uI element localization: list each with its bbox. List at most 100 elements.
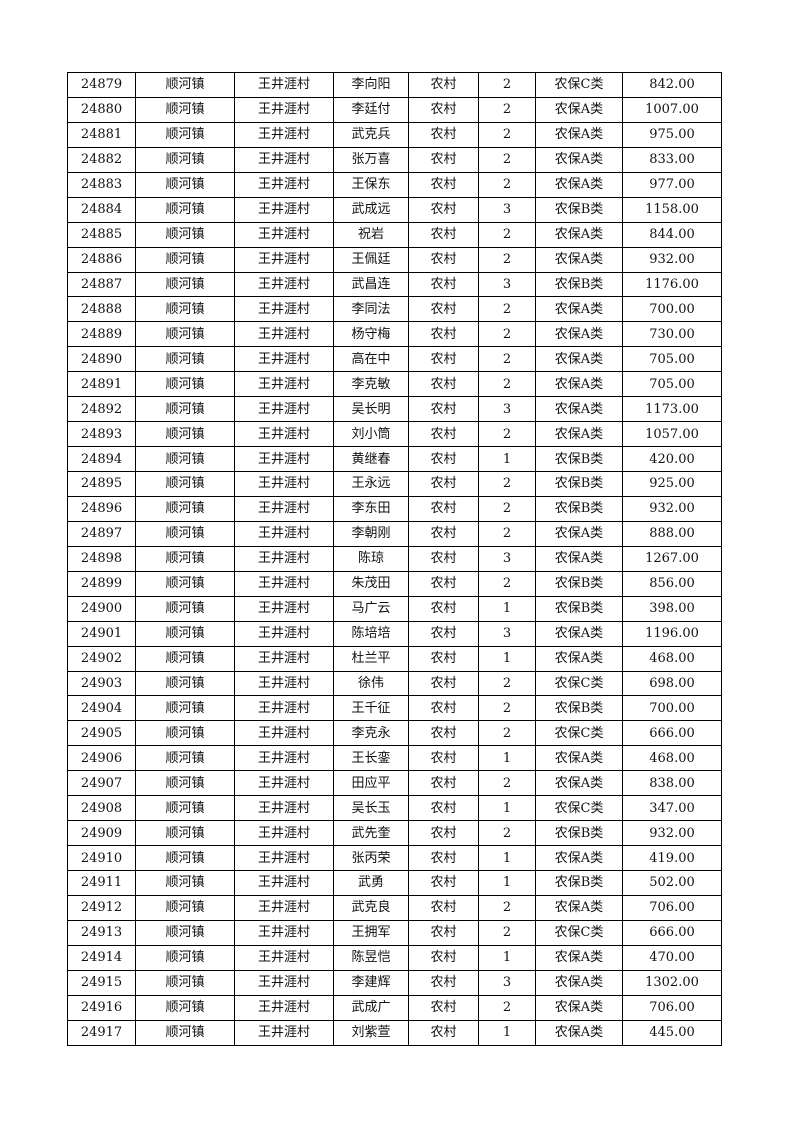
village-cell: 王井涯村 [234, 146, 334, 173]
village-cell: 王井涯村 [234, 96, 334, 123]
town-cell: 顺河镇 [135, 271, 235, 298]
household-type-cell: 农村 [408, 820, 479, 847]
town-cell: 顺河镇 [135, 421, 235, 448]
amount-cell: 700.00 [622, 695, 722, 722]
village-cell: 王井涯村 [234, 72, 334, 98]
village-cell: 王井涯村 [234, 994, 334, 1021]
insurance-category-cell: 农保C类 [535, 795, 623, 822]
family-size-cell: 2 [478, 994, 536, 1021]
record-id-cell: 24880 [67, 96, 136, 123]
family-size-cell: 3 [478, 396, 536, 423]
name-cell: 武勇 [333, 870, 409, 896]
name-cell: 朱茂田 [333, 570, 409, 597]
record-id-cell: 24895 [67, 471, 136, 497]
household-type-cell: 农村 [408, 171, 479, 198]
table-row: 24911 顺河镇 王井涯村 武勇 农村 1 农保B类 502.00 [67, 870, 722, 896]
household-type-cell: 农村 [408, 770, 479, 797]
insurance-category-cell: 农保B类 [535, 595, 623, 622]
town-cell: 顺河镇 [135, 545, 235, 572]
village-cell: 王井涯村 [234, 645, 334, 672]
name-cell: 武昌连 [333, 271, 409, 298]
table-row: 24904 顺河镇 王井涯村 王千征 农村 2 农保B类 700.00 [67, 695, 722, 722]
household-type-cell: 农村 [408, 446, 479, 472]
insurance-category-cell: 农保C类 [535, 670, 623, 697]
name-cell: 田应平 [333, 770, 409, 797]
village-cell: 王井涯村 [234, 670, 334, 697]
town-cell: 顺河镇 [135, 695, 235, 722]
insurance-category-cell: 农保B类 [535, 820, 623, 847]
table-row: 24890 顺河镇 王井涯村 高在中 农村 2 农保A类 705.00 [67, 346, 722, 373]
name-cell: 李朝刚 [333, 520, 409, 547]
table-row: 24887 顺河镇 王井涯村 武昌连 农村 3 农保B类 1176.00 [67, 271, 722, 298]
village-cell: 王井涯村 [234, 396, 334, 423]
table-row: 24893 顺河镇 王井涯村 刘小筒 农村 2 农保A类 1057.00 [67, 421, 722, 448]
family-size-cell: 2 [478, 72, 536, 98]
town-cell: 顺河镇 [135, 471, 235, 497]
insurance-category-cell: 农保A类 [535, 321, 623, 348]
record-id-cell: 24893 [67, 421, 136, 448]
town-cell: 顺河镇 [135, 171, 235, 198]
insurance-category-cell: 农保A类 [535, 994, 623, 1021]
name-cell: 高在中 [333, 346, 409, 373]
amount-cell: 1302.00 [622, 969, 722, 996]
insurance-category-cell: 农保C类 [535, 919, 623, 946]
record-id-cell: 24890 [67, 346, 136, 373]
household-type-cell: 农村 [408, 346, 479, 373]
family-size-cell: 2 [478, 471, 536, 497]
record-id-cell: 24891 [67, 371, 136, 398]
family-size-cell: 1 [478, 795, 536, 822]
amount-cell: 705.00 [622, 371, 722, 398]
insurance-category-cell: 农保B类 [535, 471, 623, 497]
town-cell: 顺河镇 [135, 795, 235, 822]
table-row: 24905 顺河镇 王井涯村 李克永 农村 2 农保C类 666.00 [67, 720, 722, 747]
town-cell: 顺河镇 [135, 446, 235, 472]
name-cell: 王永远 [333, 471, 409, 497]
name-cell: 吴长明 [333, 396, 409, 423]
household-type-cell: 农村 [408, 645, 479, 672]
insurance-category-cell: 农保A类 [535, 171, 623, 198]
village-cell: 王井涯村 [234, 620, 334, 647]
family-size-cell: 2 [478, 670, 536, 697]
village-cell: 王井涯村 [234, 121, 334, 148]
record-id-cell: 24908 [67, 795, 136, 822]
family-size-cell: 2 [478, 146, 536, 173]
name-cell: 王佩廷 [333, 246, 409, 273]
name-cell: 武成广 [333, 994, 409, 1021]
insurance-category-cell: 农保B类 [535, 570, 623, 597]
table-row: 24881 顺河镇 王井涯村 武克兵 农村 2 农保A类 975.00 [67, 121, 722, 148]
name-cell: 祝岩 [333, 221, 409, 248]
family-size-cell: 2 [478, 246, 536, 273]
record-id-cell: 24899 [67, 570, 136, 597]
record-id-cell: 24879 [67, 72, 136, 98]
amount-cell: 932.00 [622, 495, 722, 522]
family-size-cell: 3 [478, 969, 536, 996]
town-cell: 顺河镇 [135, 246, 235, 273]
village-cell: 王井涯村 [234, 271, 334, 298]
table-row: 24888 顺河镇 王井涯村 李同法 农村 2 农保A类 700.00 [67, 296, 722, 323]
amount-cell: 698.00 [622, 670, 722, 697]
name-cell: 王保东 [333, 171, 409, 198]
insurance-category-cell: 农保B类 [535, 495, 623, 522]
town-cell: 顺河镇 [135, 845, 235, 871]
name-cell: 王长銮 [333, 745, 409, 772]
amount-cell: 888.00 [622, 520, 722, 547]
name-cell: 陈琼 [333, 545, 409, 572]
name-cell: 张万喜 [333, 146, 409, 173]
record-id-cell: 24905 [67, 720, 136, 747]
household-type-cell: 农村 [408, 670, 479, 697]
record-id-cell: 24909 [67, 820, 136, 847]
name-cell: 武先奎 [333, 820, 409, 847]
insurance-category-cell: 农保A类 [535, 645, 623, 672]
amount-cell: 730.00 [622, 321, 722, 348]
household-type-cell: 农村 [408, 745, 479, 772]
village-cell: 王井涯村 [234, 196, 334, 223]
town-cell: 顺河镇 [135, 371, 235, 398]
table-row: 24889 顺河镇 王井涯村 杨守梅 农村 2 农保A类 730.00 [67, 321, 722, 348]
town-cell: 顺河镇 [135, 595, 235, 622]
amount-cell: 706.00 [622, 894, 722, 921]
town-cell: 顺河镇 [135, 1019, 235, 1046]
insurance-category-cell: 农保B类 [535, 271, 623, 298]
town-cell: 顺河镇 [135, 919, 235, 946]
record-id-cell: 24898 [67, 545, 136, 572]
family-size-cell: 2 [478, 570, 536, 597]
